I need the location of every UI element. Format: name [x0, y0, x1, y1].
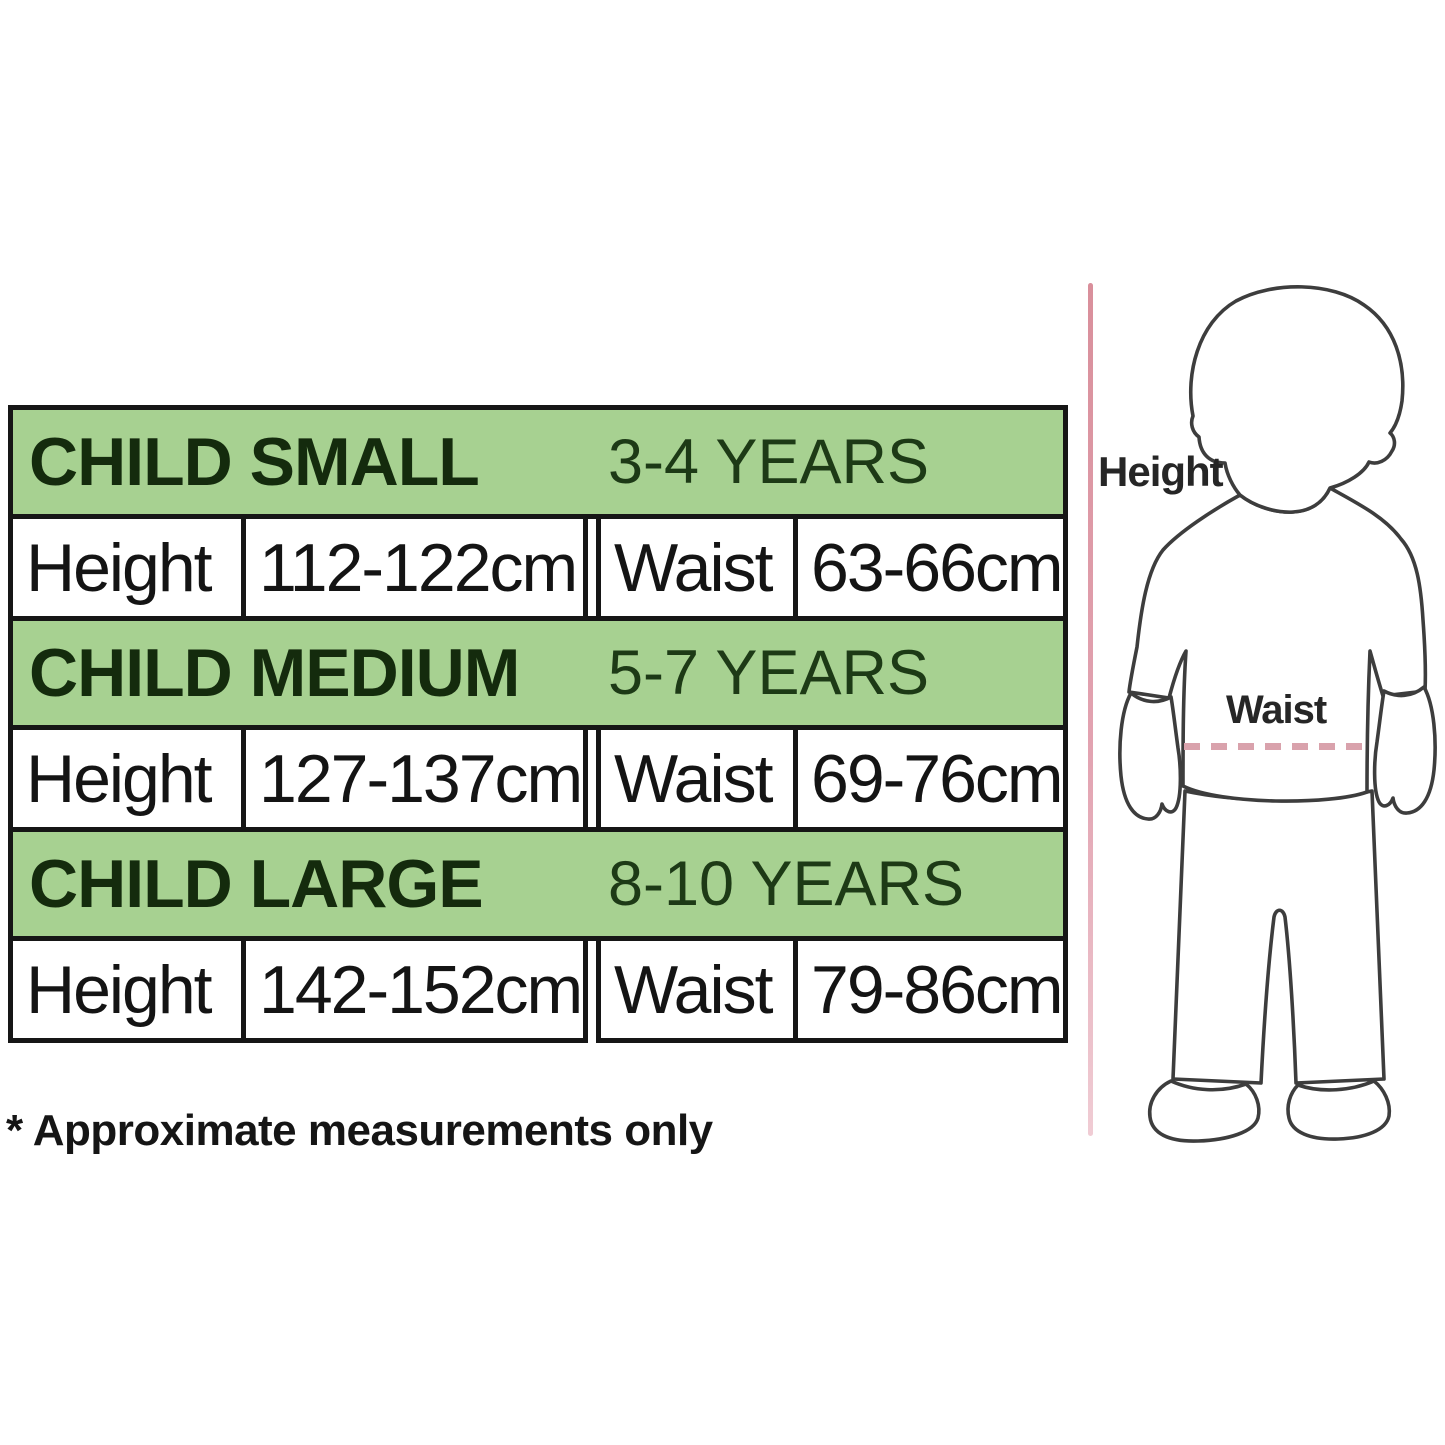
measurement-row-large: Height 142-152cm Waist 79-86cm — [8, 936, 1068, 1043]
figure-left-hand — [1118, 691, 1183, 821]
figure-right-hand — [1372, 685, 1437, 815]
measurement-row-medium: Height 127-137cm Waist 69-76cm — [8, 725, 1068, 832]
waist-value: 69-76cm — [793, 730, 1063, 827]
height-value: 112-122cm — [241, 519, 583, 616]
cell-gap — [588, 725, 596, 832]
height-label: Height — [26, 740, 213, 817]
height-cell-group: Height 112-122cm — [8, 514, 588, 621]
figure-pants — [1171, 789, 1386, 1085]
height-cell-group: Height 142-152cm — [8, 936, 588, 1043]
size-header-row-large: CHILD LARGE 8-10 YEARS — [8, 827, 1068, 941]
waist-cell-group: Waist 69-76cm — [596, 725, 1068, 832]
size-name-large: CHILD LARGE — [29, 846, 484, 922]
age-range-medium: 5-7 YEARS — [608, 638, 929, 708]
waist-cell-group: Waist 79-86cm — [596, 936, 1068, 1043]
waist-cell-group: Waist 63-66cm — [596, 514, 1068, 621]
measurement-row-small: Height 112-122cm Waist 63-66cm — [8, 514, 1068, 621]
cell-gap — [588, 514, 596, 621]
figure-left-foot — [1147, 1079, 1261, 1143]
age-range-large: 8-10 YEARS — [608, 849, 965, 919]
waist-label: Waist — [614, 951, 773, 1028]
size-table: CHILD SMALL 3-4 YEARS Height 112-122cm W… — [8, 405, 1068, 1043]
figure-waist-label: Waist — [1226, 688, 1327, 732]
child-figure-outline — [1118, 285, 1437, 1143]
figure-head — [1188, 285, 1405, 514]
height-value: 127-137cm — [241, 730, 583, 827]
age-range-small: 3-4 YEARS — [608, 427, 929, 497]
size-name-medium: CHILD MEDIUM — [29, 635, 520, 711]
waist-label: Waist — [614, 529, 773, 606]
waist-label: Waist — [614, 740, 773, 817]
figure-height-label: Height — [1098, 448, 1224, 495]
figure-right-foot — [1286, 1079, 1392, 1141]
height-label: Height — [26, 529, 213, 606]
size-header-row-medium: CHILD MEDIUM 5-7 YEARS — [8, 616, 1068, 730]
height-cell-group: Height 127-137cm — [8, 725, 588, 832]
height-value: 142-152cm — [241, 941, 583, 1038]
waist-dashed-line — [1184, 743, 1366, 750]
height-label: Height — [26, 951, 213, 1028]
footnote: * Approximate measurements only — [6, 1106, 713, 1155]
waist-value: 79-86cm — [793, 941, 1063, 1038]
size-header-row-small: CHILD SMALL 3-4 YEARS — [8, 405, 1068, 519]
cell-gap — [588, 936, 596, 1043]
height-guide-line — [1088, 283, 1093, 1136]
figure-torso — [1127, 486, 1428, 803]
size-name-small: CHILD SMALL — [29, 424, 480, 500]
waist-value: 63-66cm — [793, 519, 1063, 616]
